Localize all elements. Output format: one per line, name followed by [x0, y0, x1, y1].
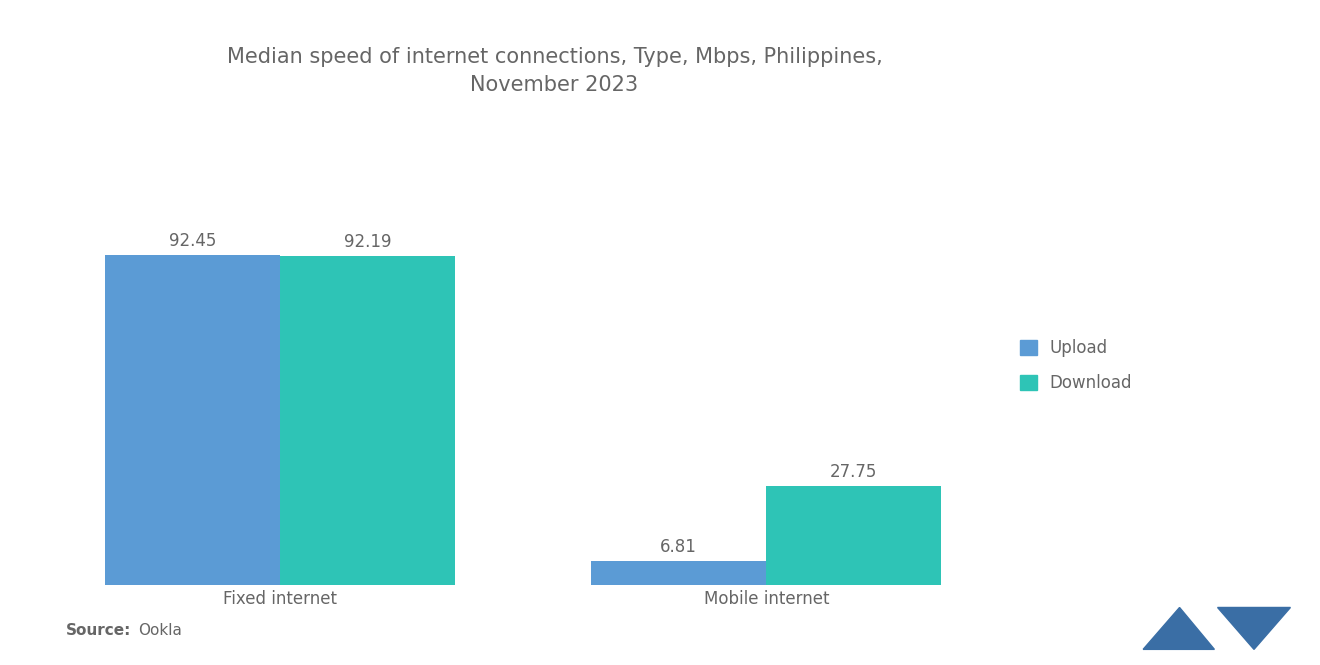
Text: Ookla: Ookla	[139, 623, 182, 638]
Bar	[591, 561, 767, 585]
Text: 92.19: 92.19	[343, 233, 391, 251]
Text: 92.45: 92.45	[169, 231, 216, 249]
Text: 27.75: 27.75	[830, 463, 878, 481]
Text: 6.81: 6.81	[660, 537, 697, 555]
Text: Median speed of internet connections, Type, Mbps, Philippines,
November 2023: Median speed of internet connections, Ty…	[227, 47, 882, 94]
Bar	[280, 256, 455, 585]
Legend: Upload, Download: Upload, Download	[1011, 331, 1140, 400]
Text: Source:: Source:	[66, 623, 132, 638]
Polygon shape	[1217, 608, 1291, 649]
Polygon shape	[1143, 608, 1214, 649]
Bar	[767, 486, 941, 585]
Bar	[104, 255, 280, 585]
